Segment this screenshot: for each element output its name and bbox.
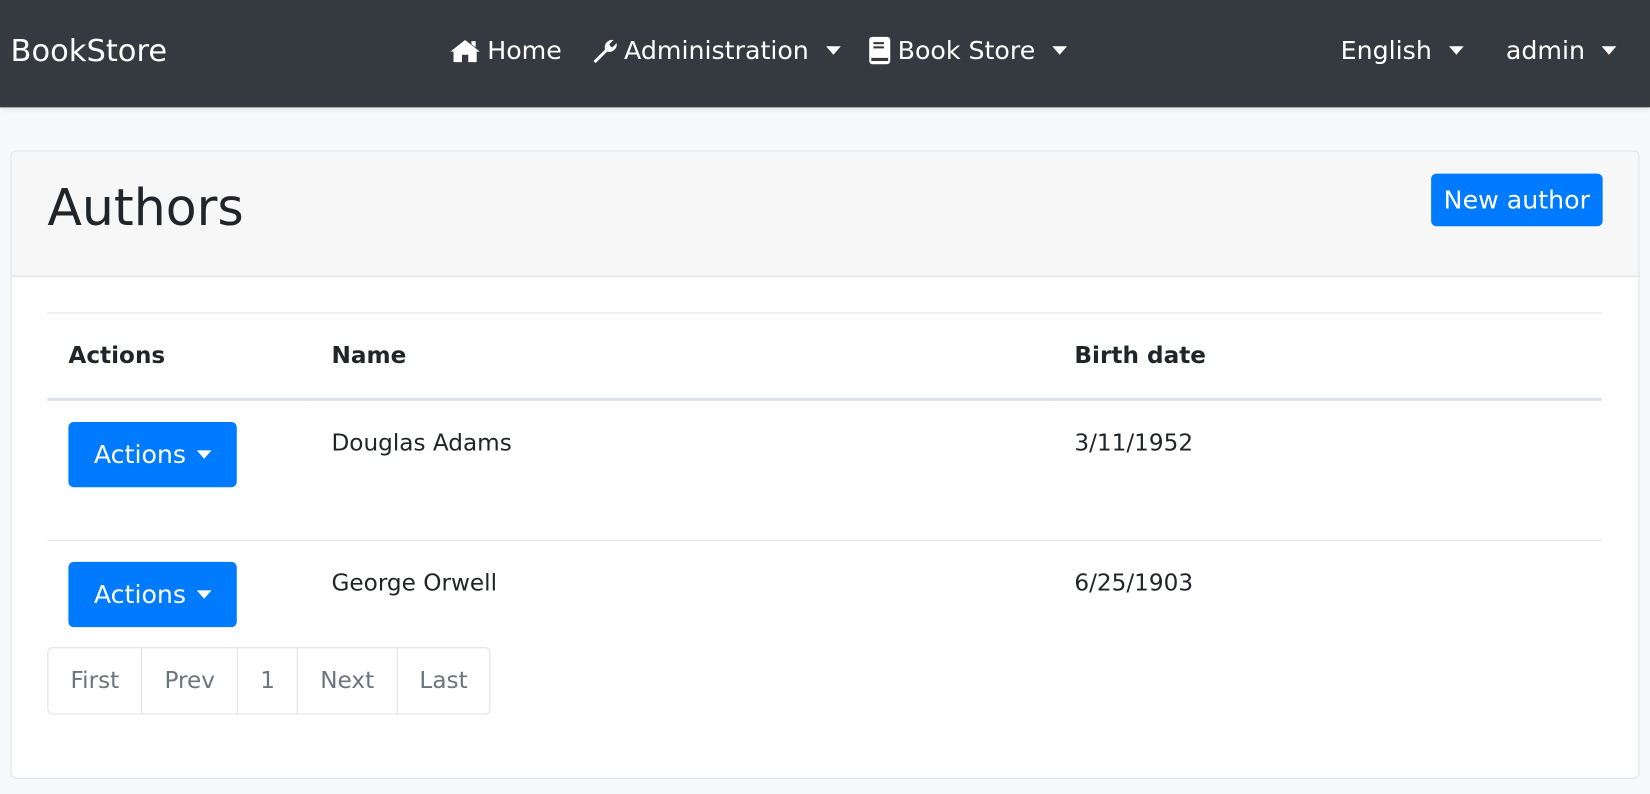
card-header: Authors New author <box>11 151 1639 277</box>
table-row: Actions Douglas Adams 3/11/1952 <box>47 399 1602 541</box>
table-row: Actions George Orwell 6/25/1903 <box>47 540 1601 679</box>
page-1[interactable]: 1 <box>237 648 297 714</box>
author-birth-date: 3/11/1952 <box>1053 399 1602 541</box>
author-name: George Orwell <box>331 570 498 597</box>
book-icon <box>869 36 891 65</box>
nav-administration-label: Administration <box>624 35 809 66</box>
nav-book-store-label: Book Store <box>897 35 1036 66</box>
author-birth-date: 6/25/1903 <box>1074 570 1194 597</box>
column-header-name[interactable]: Name <box>310 312 1054 401</box>
wrench-icon <box>593 39 617 64</box>
chevron-down-icon <box>1601 46 1617 55</box>
actions-label: Actions <box>93 579 187 610</box>
authors-card: Authors New author Actions Name Birth da… <box>10 150 1640 779</box>
column-header-birth-date[interactable]: Birth date <box>1053 312 1602 401</box>
actions-dropdown-button[interactable]: Actions <box>68 421 237 488</box>
nav-administration[interactable]: Administration <box>590 35 841 66</box>
nav-home-label: Home <box>487 35 562 66</box>
author-name: Douglas Adams <box>310 399 1054 541</box>
chevron-down-icon <box>825 46 841 55</box>
brand-logo[interactable]: BookStore <box>10 32 168 69</box>
page-first[interactable]: First <box>70 667 120 694</box>
language-label: English <box>1340 35 1432 66</box>
nav-book-store[interactable]: Book Store <box>868 36 1067 65</box>
pagination: First Prev 1 Next Last <box>47 647 491 715</box>
page-prev[interactable]: Prev <box>141 648 237 714</box>
user-label: admin <box>1505 35 1585 66</box>
language-dropdown[interactable]: English <box>1341 36 1464 65</box>
new-author-button[interactable]: New author <box>1431 173 1603 227</box>
chevron-down-icon <box>196 450 212 459</box>
nav-home[interactable]: Home <box>449 35 562 66</box>
chevron-down-icon <box>1448 46 1464 55</box>
column-header-actions: Actions <box>47 312 311 401</box>
actions-label: Actions <box>93 439 187 470</box>
page-title: Authors <box>47 178 244 238</box>
chevron-down-icon <box>196 590 212 599</box>
home-icon <box>450 39 480 63</box>
navbar: BookStore Home Administration Book Store… <box>0 0 1650 108</box>
page-last[interactable]: Last <box>396 648 489 714</box>
chevron-down-icon <box>1052 46 1067 55</box>
page-next[interactable]: Next <box>297 648 396 714</box>
authors-table: Actions Name Birth date Actions Douglas … <box>47 312 1602 680</box>
user-dropdown[interactable]: admin <box>1506 36 1617 65</box>
actions-dropdown-button[interactable]: Actions <box>68 561 237 628</box>
